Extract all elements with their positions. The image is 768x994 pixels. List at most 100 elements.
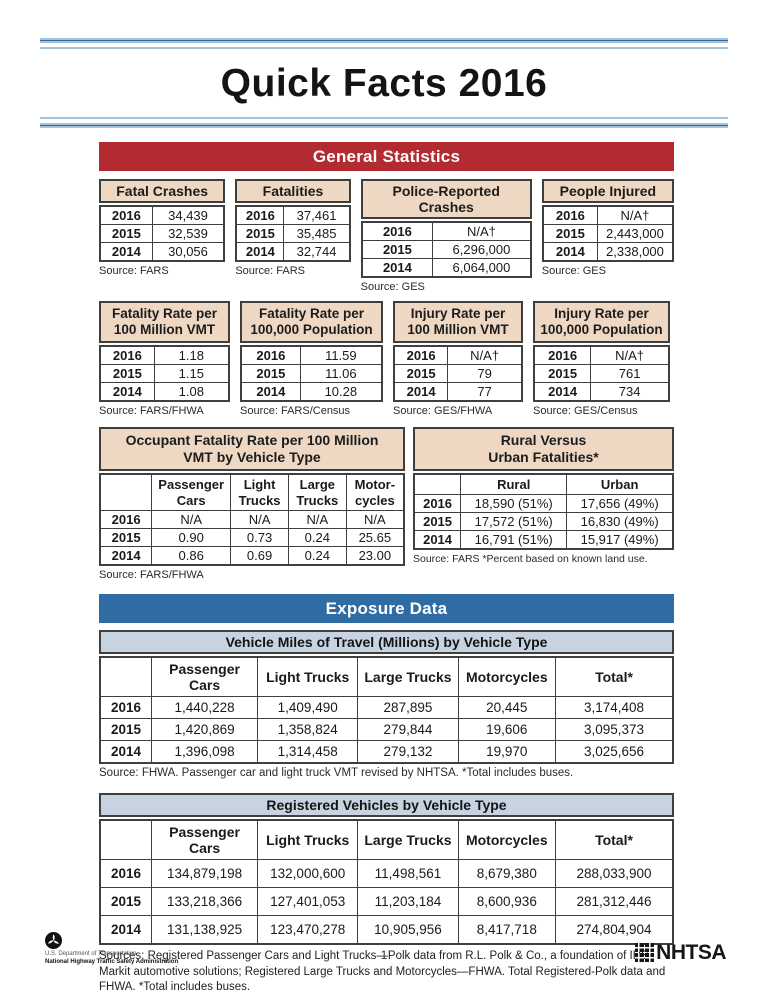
value-cell: 19,606 — [457, 718, 557, 742]
value-cell: 35,485 — [283, 224, 351, 243]
column-header: Total* — [555, 819, 674, 861]
value-cell: 17,572 (51%) — [460, 511, 568, 531]
value-cell: 15,917 (49%) — [566, 529, 674, 550]
year-cell: 2014 — [542, 242, 598, 262]
value-cell: N/A† — [447, 345, 523, 366]
value-cell: 3,025,656 — [555, 740, 674, 764]
column-header: Rural — [460, 473, 568, 495]
table-title: People Injured — [541, 179, 674, 203]
column-header: Motorcycles — [457, 656, 557, 698]
year-cell: 2016 — [99, 696, 153, 720]
source-note: Source: GES/Census — [533, 405, 638, 418]
year-cell: 2016 — [99, 510, 153, 530]
year-cell: 2016 — [361, 221, 434, 241]
column-header: Motorcycles — [457, 819, 557, 861]
value-cell: 134,879,198 — [151, 859, 259, 889]
value-cell: 287,895 — [357, 696, 459, 720]
fatalities-table: Fatalities 2016 37,461 2015 35,485 2014 32,… — [235, 179, 351, 277]
value-cell: 0.73 — [230, 528, 289, 548]
source-note: Source: GES — [360, 281, 425, 293]
value-cell: 3,095,373 — [555, 718, 674, 742]
value-cell: N/A† — [596, 205, 674, 225]
source-note: Source: FARS/FHWA — [99, 405, 204, 418]
table-title: Injury Rate per 100 Million VMT — [393, 301, 523, 344]
value-cell: N/A — [151, 510, 232, 530]
value-cell: 37,461 — [283, 205, 351, 225]
table-title: Fatal Crashes — [99, 179, 226, 203]
year-cell: 2015 — [99, 528, 153, 548]
year-cell: 2015 — [542, 224, 598, 243]
value-cell: 8,600,936 — [457, 887, 557, 917]
year-cell: 2016 — [240, 345, 301, 366]
value-cell: 132,000,600 — [257, 859, 359, 889]
value-cell: 79 — [447, 364, 523, 384]
table-title: Rural Versus Urban Fatalities* — [413, 427, 674, 471]
year-cell: 2014 — [413, 529, 462, 550]
value-cell: 133,218,366 — [151, 887, 259, 917]
fatality-rate-population-table: Fatality Rate per 100,000 Population 2016… — [240, 301, 383, 417]
year-cell: 2015 — [99, 887, 153, 917]
dot-block: U.S. Department of Transportation Nation… — [45, 932, 178, 965]
column-header: Passenger Cars — [151, 656, 259, 698]
value-cell: 288,033,900 — [555, 859, 674, 889]
value-cell: 10,905,956 — [357, 915, 459, 945]
value-cell: 734 — [590, 382, 670, 402]
column-header: Motor-cycles — [345, 473, 405, 512]
year-cell: 2015 — [393, 364, 449, 384]
column-header: Urban — [566, 473, 674, 495]
value-cell: 274,804,904 — [555, 915, 674, 945]
year-cell: 2016 — [99, 859, 153, 889]
exposure-data-banner: Exposure Data — [99, 594, 674, 624]
value-cell: 279,132 — [357, 740, 459, 764]
value-cell: 0.86 — [151, 546, 232, 566]
value-cell: 16,830 (49%) — [566, 511, 674, 531]
value-cell: N/A — [230, 510, 289, 530]
value-cell: 0.24 — [287, 528, 347, 548]
value-cell: 131,138,925 — [151, 915, 259, 945]
year-cell: 2016 — [413, 493, 462, 513]
bottom-rule-thick — [40, 123, 728, 128]
year-cell: 2015 — [99, 224, 153, 243]
police-reported-crashes-table: Police-Reported Crashes 2016 N/A† 2015 6,2… — [360, 179, 532, 293]
table-title: Registered Vehicles by Vehicle Type — [99, 793, 674, 818]
value-cell: 11,498,561 — [357, 859, 459, 889]
value-cell: 6,296,000 — [432, 240, 532, 259]
stats-row-3: Occupant Fatality Rate per 100 Million VM… — [99, 427, 674, 581]
sources-note: Sources: Registered Passenger Cars and L… — [99, 950, 666, 994]
source-note: Source: GES — [541, 265, 606, 277]
value-cell: 123,470,278 — [257, 915, 359, 945]
corner-cell — [99, 656, 153, 698]
value-cell: 17,656 (49%) — [566, 493, 674, 513]
value-cell: 1,314,458 — [257, 740, 359, 764]
year-cell: 2014 — [99, 242, 153, 262]
year-cell: 2014 — [393, 382, 449, 402]
value-cell: 11.06 — [299, 364, 383, 384]
year-cell: 2016 — [235, 205, 285, 225]
value-cell: 20,445 — [457, 696, 557, 720]
page-title: Quick Facts 2016 — [220, 62, 548, 105]
value-cell: 23.00 — [345, 546, 405, 566]
stats-row-2: Fatality Rate per 100 Million VMT 2016 1.1… — [99, 301, 674, 417]
source-note: Source: FARS — [99, 265, 169, 277]
year-cell: 2014 — [235, 242, 285, 262]
year-cell: 2014 — [99, 915, 153, 945]
value-cell: 0.24 — [287, 546, 347, 566]
nhtsa-logo: NHTSA — [634, 941, 726, 964]
value-cell: N/A — [345, 510, 405, 530]
source-note: Source: FARS/FHWA — [99, 569, 204, 582]
column-header: Total* — [555, 656, 674, 698]
year-cell: 2016 — [99, 205, 153, 225]
table-title: Occupant Fatality Rate per 100 Million VM… — [99, 427, 405, 471]
value-cell: 34,439 — [151, 205, 225, 225]
column-header: Light Trucks — [257, 656, 359, 698]
page-footer: U.S. Department of Transportation Nation… — [0, 932, 768, 978]
value-cell: 8,417,718 — [457, 915, 557, 945]
value-cell: 10.28 — [299, 382, 383, 402]
column-header: Large Trucks — [357, 819, 459, 861]
value-cell: N/A† — [590, 345, 670, 366]
year-cell: 2014 — [99, 382, 155, 402]
vmt-table: Vehicle Miles of Travel (Millions) by Ve… — [99, 630, 674, 779]
value-cell: N/A† — [432, 221, 532, 241]
nhtsa-logo-text: NHTSA — [656, 941, 726, 964]
